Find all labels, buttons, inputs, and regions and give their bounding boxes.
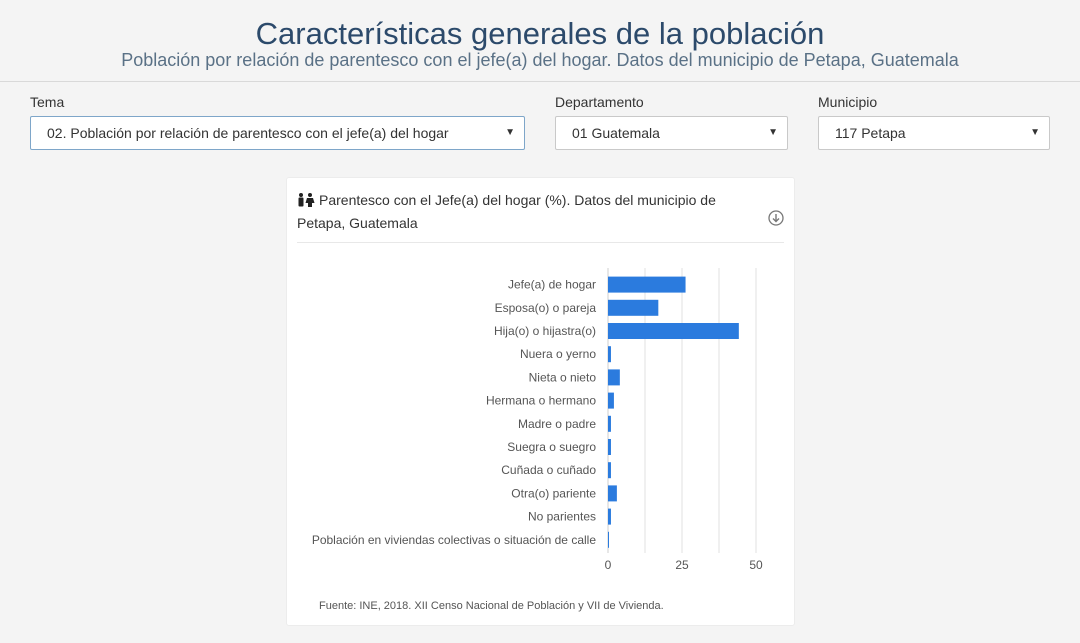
card-divider: [297, 242, 784, 243]
page-header: Características generales de la població…: [0, 0, 1080, 82]
departamento-label: Departamento: [555, 94, 644, 110]
municipio-label: Municipio: [818, 94, 878, 110]
bar: [608, 531, 609, 548]
page-subtitle: Población por relación de parentesco con…: [121, 50, 959, 70]
departamento-select[interactable]: 01 Guatemala ▼: [555, 116, 788, 150]
bar: [608, 462, 611, 479]
bar: [608, 415, 611, 432]
municipio-select[interactable]: 117 Petapa ▼: [818, 116, 1050, 150]
chevron-down-icon: ▼: [1030, 127, 1040, 138]
chevron-down-icon: ▼: [768, 127, 778, 138]
category-label: Cuñada o cuñado: [501, 463, 596, 477]
bar: [608, 508, 611, 525]
bar: [608, 346, 611, 363]
category-label: Suegra o suegro: [507, 440, 596, 454]
category-label: Población en viviendas colectivas o situ…: [312, 533, 596, 547]
municipio-select-value: 117 Petapa: [835, 125, 906, 141]
category-label: Madre o padre: [518, 417, 596, 431]
page-title: Características generales de la població…: [255, 16, 825, 51]
bar: [608, 439, 611, 455]
category-label: Nuera o yerno: [520, 347, 596, 361]
category-label: Hija(o) o hijastra(o): [494, 324, 596, 338]
bar: [608, 485, 617, 502]
x-tick-label: 50: [749, 558, 763, 572]
category-label: Hermana o hermano: [486, 394, 596, 408]
category-label: Otra(o) pariente: [511, 486, 596, 500]
bar-chart: Jefe(a) de hogar Esposa(o) o pareja Hija(o…: [312, 268, 763, 572]
tema-select-value: 02. Población por relación de parentesco…: [47, 125, 449, 141]
people-icon: [297, 192, 315, 213]
bar: [608, 323, 739, 339]
x-tick-label: 25: [675, 558, 689, 572]
tema-label: Tema: [30, 94, 65, 110]
bar: [608, 392, 614, 409]
bar: [608, 369, 620, 386]
category-label: No parientes: [528, 510, 596, 524]
category-label: Jefe(a) de hogar: [508, 278, 596, 292]
bar: [608, 299, 659, 316]
download-icon[interactable]: [768, 210, 784, 226]
bar: [608, 276, 686, 293]
departamento-filter: Departamento 01 Guatemala ▼: [555, 94, 788, 150]
chart-title-row: Parentesco con el Jefe(a) del hogar (%).…: [297, 190, 767, 234]
chart-title: Parentesco con el Jefe(a) del hogar (%).…: [297, 192, 716, 231]
category-label: Esposa(o) o pareja: [495, 301, 597, 315]
tema-select[interactable]: 02. Población por relación de parentesco…: [30, 116, 525, 150]
chart-card: Parentesco con el Jefe(a) del hogar (%).…: [286, 177, 795, 626]
tema-filter: Tema 02. Población por relación de paren…: [30, 94, 525, 150]
municipio-filter: Municipio 117 Petapa ▼: [818, 94, 1050, 150]
category-label: Nieta o nieto: [529, 370, 597, 384]
chevron-down-icon: ▼: [505, 127, 515, 138]
departamento-select-value: 01 Guatemala: [572, 125, 660, 141]
x-tick-label: 0: [605, 558, 612, 572]
source-note: Fuente: INE, 2018. XII Censo Nacional de…: [319, 600, 664, 612]
